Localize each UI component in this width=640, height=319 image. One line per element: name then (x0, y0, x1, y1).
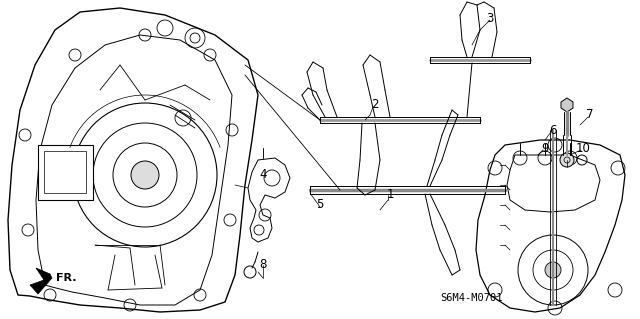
Circle shape (560, 153, 574, 167)
FancyBboxPatch shape (44, 151, 86, 193)
Text: 9: 9 (541, 142, 548, 154)
Text: 10: 10 (575, 142, 591, 154)
FancyBboxPatch shape (38, 145, 93, 200)
Text: 2: 2 (371, 99, 379, 112)
Text: 5: 5 (316, 198, 324, 211)
Text: 6: 6 (549, 123, 557, 137)
Circle shape (131, 161, 159, 189)
Text: 7: 7 (586, 108, 594, 122)
Circle shape (545, 262, 561, 278)
Polygon shape (561, 98, 573, 112)
Text: S6M4-M0701: S6M4-M0701 (440, 293, 502, 303)
Text: 8: 8 (259, 258, 267, 271)
Text: 4: 4 (259, 168, 267, 182)
Text: 3: 3 (486, 11, 493, 25)
Polygon shape (30, 268, 52, 294)
Text: 1: 1 (387, 189, 394, 202)
Text: FR.: FR. (56, 273, 77, 283)
